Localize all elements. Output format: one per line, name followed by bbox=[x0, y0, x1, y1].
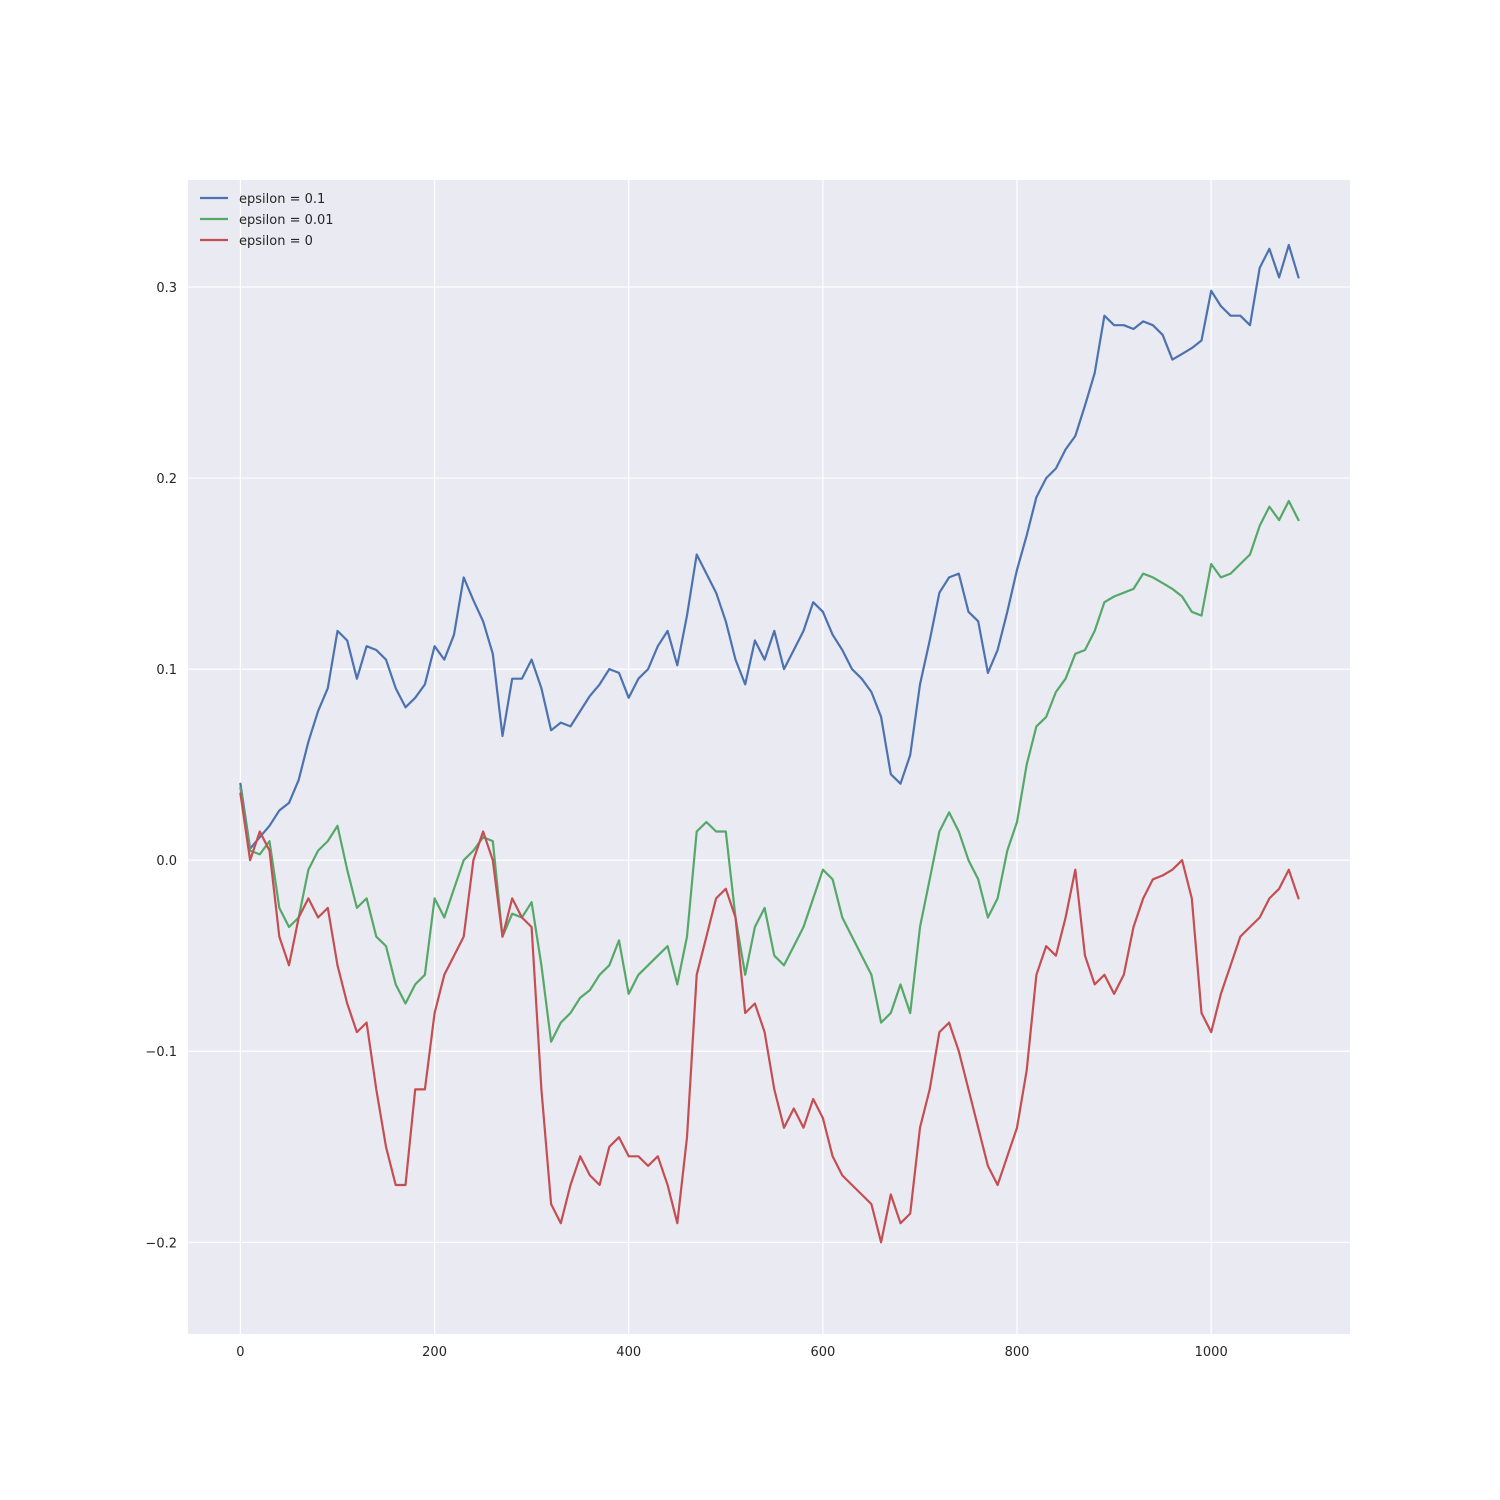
series-line-epsilon-0 bbox=[239, 792, 1300, 1244]
y-tick-label: 0.2 bbox=[156, 472, 177, 487]
series-layer bbox=[239, 243, 1300, 1244]
legend-label-epsilon-0-1: epsilon = 0.1 bbox=[239, 192, 325, 207]
x-tick-label: 200 bbox=[422, 1345, 447, 1360]
y-tick-label: 0.3 bbox=[156, 281, 177, 296]
x-tick-label: 800 bbox=[1005, 1345, 1030, 1360]
x-tick-label: 400 bbox=[616, 1345, 641, 1360]
legend-label-epsilon-0-01: epsilon = 0.01 bbox=[239, 213, 334, 228]
axis-ticks: 0 200 400 600 800 1000 −0.2 −0.1 0.0 0.1 0.2 0.3 bbox=[145, 281, 1227, 1360]
grid bbox=[188, 180, 1350, 1334]
series-line-epsilon-0-01 bbox=[239, 499, 1300, 1043]
series-line-epsilon-0-1 bbox=[239, 243, 1300, 850]
y-tick-label: 0.0 bbox=[156, 854, 177, 869]
x-tick-label: 1000 bbox=[1195, 1345, 1228, 1360]
x-tick-label: 600 bbox=[810, 1345, 835, 1360]
y-tick-label: −0.1 bbox=[145, 1045, 177, 1060]
x-tick-label: 0 bbox=[236, 1345, 244, 1360]
y-tick-label: −0.2 bbox=[145, 1236, 177, 1251]
legend: epsilon = 0.1 epsilon = 0.01 epsilon = 0 bbox=[200, 192, 334, 249]
y-tick-label: 0.1 bbox=[156, 663, 177, 678]
legend-label-epsilon-0: epsilon = 0 bbox=[239, 234, 313, 249]
plot-area bbox=[188, 180, 1350, 1334]
